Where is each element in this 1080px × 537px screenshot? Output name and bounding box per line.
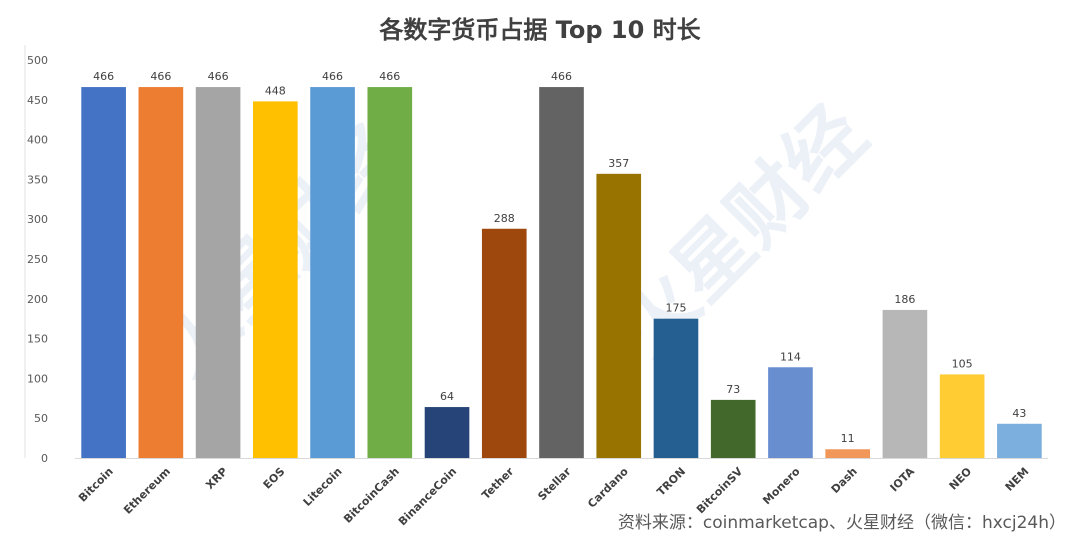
x-tick-label: BitcoinCash bbox=[341, 465, 402, 526]
y-tick-label: 150 bbox=[27, 333, 48, 346]
x-tick-label: Dash bbox=[829, 465, 860, 496]
data-label: 466 bbox=[551, 70, 572, 83]
y-tick-label: 250 bbox=[27, 253, 48, 266]
x-tick-label: NEO bbox=[947, 465, 975, 493]
y-tick-label: 200 bbox=[27, 293, 48, 306]
data-label: 175 bbox=[665, 302, 686, 315]
bar-binancecoin bbox=[424, 407, 470, 458]
data-label: 357 bbox=[608, 157, 629, 170]
data-label: 466 bbox=[150, 70, 171, 83]
x-tick-label: Cardano bbox=[585, 465, 631, 511]
bar-neo bbox=[939, 374, 985, 458]
data-label: 43 bbox=[1012, 407, 1026, 420]
bar-litecoin bbox=[310, 87, 355, 459]
data-label: 448 bbox=[265, 84, 286, 97]
x-tick-label: XRP bbox=[203, 465, 230, 492]
watermark-2: 火星财经 bbox=[599, 89, 883, 373]
bar-monero bbox=[768, 367, 813, 458]
x-tick-label: Tether bbox=[479, 465, 517, 503]
source-note: 资料来源：coinmarketcap、火星财经（微信：hxcj24h） bbox=[617, 513, 1066, 533]
bar-tron bbox=[653, 318, 699, 458]
x-tick-label: EOS bbox=[261, 465, 288, 492]
data-label: 466 bbox=[379, 70, 400, 83]
x-tick-label: BinanceCoin bbox=[396, 465, 459, 528]
x-tick-label: Monero bbox=[760, 465, 803, 508]
data-label: 64 bbox=[440, 390, 454, 403]
x-tick-label: IOTA bbox=[888, 465, 918, 495]
x-tick-label: Litecoin bbox=[301, 465, 345, 509]
x-tick-label: TRON bbox=[654, 465, 688, 499]
bar-cardano bbox=[596, 173, 642, 458]
x-tick-label: Ethereum bbox=[121, 465, 173, 517]
y-tick-label: 350 bbox=[27, 173, 48, 186]
bar-iota bbox=[882, 309, 928, 458]
y-tick-label: 500 bbox=[27, 54, 48, 67]
data-label: 466 bbox=[208, 70, 229, 83]
data-label: 186 bbox=[894, 293, 915, 306]
y-tick-label: 300 bbox=[27, 213, 48, 226]
data-label: 114 bbox=[780, 350, 801, 363]
data-label: 11 bbox=[841, 432, 855, 445]
bar-bitcoin bbox=[81, 87, 126, 459]
y-tick-label: 400 bbox=[27, 134, 48, 147]
x-tick-label: NEM bbox=[1003, 465, 1032, 494]
bar-ethereum bbox=[138, 87, 184, 459]
data-label: 466 bbox=[93, 70, 114, 83]
bar-tether bbox=[481, 228, 527, 458]
bar-eos bbox=[253, 101, 298, 458]
bar-nem bbox=[997, 423, 1042, 458]
bar-xrp bbox=[195, 87, 241, 459]
bar-stellar bbox=[539, 87, 584, 459]
data-label: 466 bbox=[322, 70, 343, 83]
y-tick-label: 450 bbox=[27, 94, 48, 107]
x-tick-label: Bitcoin bbox=[76, 465, 116, 505]
data-label: 105 bbox=[952, 357, 973, 370]
y-tick-label: 0 bbox=[41, 452, 48, 465]
chart-title: 各数字货币占据 Top 10 时长 bbox=[379, 16, 701, 44]
x-tick-label: Stellar bbox=[535, 465, 574, 504]
bar-bitcoinsv bbox=[710, 399, 756, 458]
y-tick-label: 50 bbox=[34, 412, 48, 425]
y-tick-label: 100 bbox=[27, 372, 48, 385]
bar-dash bbox=[825, 449, 870, 458]
data-label: 288 bbox=[494, 212, 515, 225]
data-label: 73 bbox=[726, 383, 740, 396]
bar-bitcoincash bbox=[367, 87, 413, 459]
